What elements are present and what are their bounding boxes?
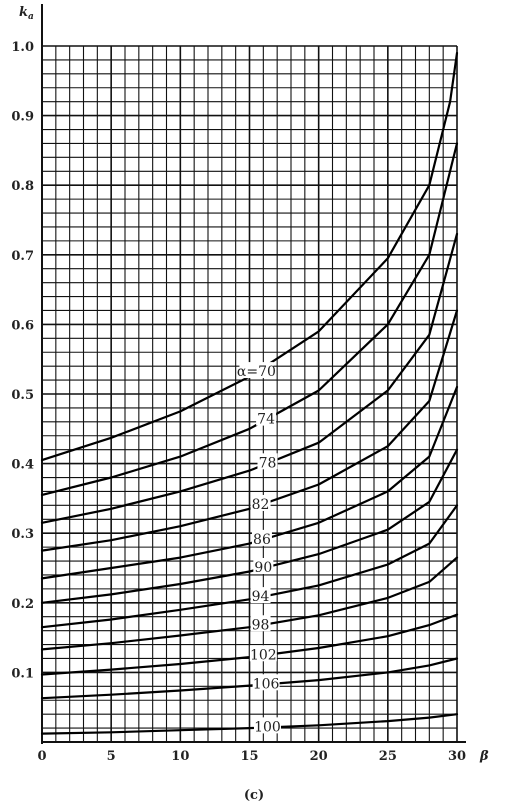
- curve-label-bg: [239, 362, 274, 379]
- curve-label: 102: [250, 647, 277, 663]
- y-axis-label-sub: a: [28, 12, 34, 22]
- curve-label-bg: [250, 494, 271, 511]
- curve-label: 100: [254, 719, 281, 735]
- curve-label-bg: [253, 558, 274, 574]
- curve-label-bg: [249, 645, 277, 662]
- y-tick-label: 0.4: [11, 458, 34, 473]
- curve-label: α=70: [237, 364, 276, 380]
- y-tick-label: 0.3: [11, 527, 34, 542]
- y-tick-label: 0.9: [11, 110, 34, 125]
- curve-label-bg: [256, 409, 277, 426]
- y-tick-label: 0.2: [11, 597, 34, 612]
- curve-label: 90: [254, 560, 272, 576]
- x-tick-label: 5: [107, 749, 116, 764]
- y-tick-label: 0.1: [11, 666, 34, 681]
- x-tick-label: 0: [37, 749, 46, 764]
- y-tick-label: 0.8: [11, 179, 34, 194]
- curve-line: [40, 504, 459, 629]
- curve-line: [40, 713, 459, 735]
- curve-label: 98: [252, 617, 270, 633]
- curve-label: 78: [259, 455, 277, 471]
- curve-label: 82: [252, 497, 270, 513]
- curve-line: [40, 613, 459, 676]
- y-axis-label-main: k: [19, 5, 28, 20]
- x-tick-label: 15: [240, 749, 258, 764]
- y-axis-label: ka: [19, 5, 34, 22]
- curve-label-bg: [250, 587, 271, 604]
- curve-label-bg: [257, 453, 278, 470]
- curve-line: [40, 657, 459, 700]
- y-tick-label: 0.5: [11, 388, 34, 403]
- curve-label: 106: [253, 676, 280, 692]
- curve-line: [40, 385, 459, 580]
- curve-line: [40, 448, 459, 604]
- curve-label: 74: [257, 412, 275, 428]
- curve-label: 94: [252, 589, 270, 605]
- chart-curves: α=70 74 78 82 86 90 94 98 102 106 100: [40, 51, 459, 735]
- curve-line: [40, 556, 459, 651]
- chart-grid: [41, 45, 458, 743]
- curve-line: [40, 232, 459, 524]
- figure-caption: (c): [244, 788, 264, 803]
- curve-line: [40, 51, 459, 462]
- curve-label: 86: [253, 532, 271, 548]
- y-tick-label: 1.0: [11, 40, 34, 55]
- x-tick-label: 10: [171, 749, 189, 764]
- x-tick-label: 30: [448, 749, 466, 764]
- x-tick-label: 25: [379, 749, 397, 764]
- x-tick-label: 20: [310, 749, 328, 764]
- curve-line: [40, 309, 459, 552]
- chart-axes: [41, 4, 466, 744]
- curve-label-bg: [253, 717, 281, 734]
- y-tick-label: 0.7: [11, 249, 34, 264]
- curve-line: [40, 142, 459, 496]
- curve-label-bg: [251, 529, 272, 546]
- curve-label-bg: [250, 615, 271, 632]
- y-tick-label: 0.6: [11, 318, 34, 333]
- curve-label-bg: [252, 674, 280, 691]
- x-axis-label: β: [479, 749, 489, 764]
- chart-ticks: 1.0 0.9 0.8 0.7 0.6 0.5 0.4 0.3 0.2 0.1 0 5 10 15 20 25…: [11, 40, 466, 764]
